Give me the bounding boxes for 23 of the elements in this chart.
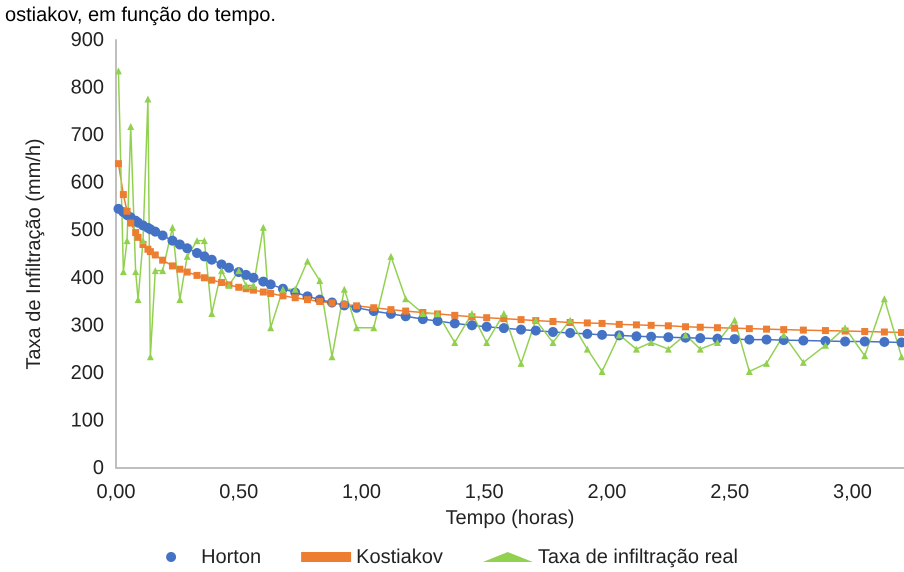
legend-label: Horton bbox=[201, 546, 262, 568]
y-tick-label: 900 bbox=[70, 29, 104, 51]
y-tick-label: 400 bbox=[70, 266, 104, 289]
x-axis-title: Tempo (horas) bbox=[446, 507, 574, 529]
y-tick-label: 700 bbox=[70, 124, 104, 146]
chart-title: ostiakov, em função do tempo. bbox=[5, 4, 276, 26]
y-tick-label: 0 bbox=[92, 457, 104, 479]
x-tick-label: 2,00 bbox=[587, 481, 626, 503]
legend-label: Kostiakov bbox=[356, 546, 443, 568]
y-tick-label: 500 bbox=[70, 219, 104, 242]
x-tick-label: 1,00 bbox=[342, 481, 381, 503]
y-tick-label: 600 bbox=[70, 172, 104, 194]
y-axis-title: Taxa de Infiltração (mm/h) bbox=[23, 138, 45, 370]
y-tick-label: 300 bbox=[70, 314, 104, 336]
y-tick-label: 200 bbox=[70, 362, 104, 384]
x-tick-label: 1,50 bbox=[464, 481, 504, 503]
y-tick-label: 800 bbox=[70, 76, 104, 99]
x-tick-label: 0,00 bbox=[96, 481, 136, 503]
x-tick-label: 0,50 bbox=[219, 481, 258, 503]
y-tick-label: 100 bbox=[70, 409, 104, 432]
x-tick-label: 2,50 bbox=[710, 481, 750, 503]
x-tick-label: 3,00 bbox=[832, 481, 872, 503]
legend-label: Taxa de infiltração real bbox=[538, 546, 738, 568]
